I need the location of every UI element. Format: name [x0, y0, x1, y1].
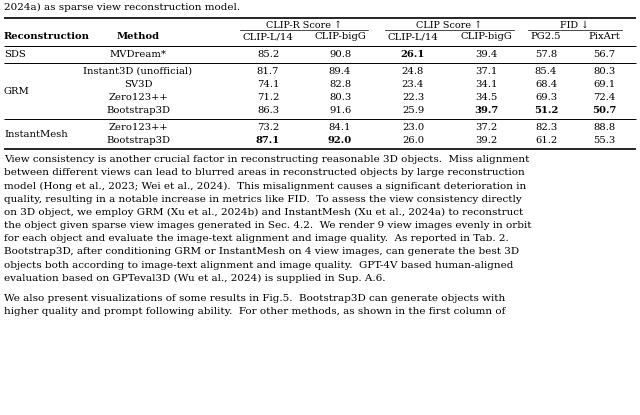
Text: PixArt: PixArt: [588, 32, 620, 41]
Text: 34.1: 34.1: [475, 80, 497, 89]
Text: 2024a) as sparse view reconstruction model.: 2024a) as sparse view reconstruction mod…: [4, 3, 240, 12]
Text: higher quality and prompt following ability.  For other methods, as shown in the: higher quality and prompt following abil…: [4, 307, 506, 316]
Text: 56.7: 56.7: [593, 50, 615, 59]
Text: 86.3: 86.3: [257, 106, 279, 115]
Text: 91.6: 91.6: [329, 106, 351, 115]
Text: 71.2: 71.2: [257, 93, 279, 102]
Text: on 3D object, we employ GRM (Xu et al., 2024b) and InstantMesh (Xu et al., 2024a: on 3D object, we employ GRM (Xu et al., …: [4, 208, 524, 217]
Text: Bootstrap3D: Bootstrap3D: [106, 106, 170, 115]
Text: 22.3: 22.3: [402, 93, 424, 102]
Text: quality, resulting in a notable increase in metrics like FID.  To assess the vie: quality, resulting in a notable increase…: [4, 195, 522, 204]
Text: PG2.5: PG2.5: [531, 32, 561, 41]
Text: CLIP Score ↑: CLIP Score ↑: [417, 21, 483, 30]
Text: 34.5: 34.5: [475, 93, 497, 102]
Text: the object given sparse view images generated in Sec. 4.2.  We render 9 view ima: the object given sparse view images gene…: [4, 221, 531, 230]
Text: CLIP-bigG: CLIP-bigG: [460, 32, 512, 41]
Text: 50.7: 50.7: [592, 106, 616, 115]
Text: FID ↓: FID ↓: [561, 21, 589, 30]
Text: 26.1: 26.1: [401, 50, 425, 59]
Text: 61.2: 61.2: [535, 136, 557, 145]
Text: 89.4: 89.4: [329, 67, 351, 76]
Text: model (Hong et al., 2023; Wei et al., 2024).  This misalignment causes a signifi: model (Hong et al., 2023; Wei et al., 20…: [4, 181, 526, 190]
Text: 92.0: 92.0: [328, 136, 352, 145]
Text: CLIP-L/14: CLIP-L/14: [388, 32, 438, 41]
Text: 51.2: 51.2: [534, 106, 558, 115]
Text: 25.9: 25.9: [402, 106, 424, 115]
Text: Bootstrap3D, after conditioning GRM or InstantMesh on 4 view images, can generat: Bootstrap3D, after conditioning GRM or I…: [4, 247, 519, 256]
Text: InstantMesh: InstantMesh: [4, 129, 68, 139]
Text: We also present visualizations of some results in Fig.5.  Bootstrap3D can genera: We also present visualizations of some r…: [4, 294, 505, 303]
Text: Bootstrap3D: Bootstrap3D: [106, 136, 170, 145]
Text: 88.8: 88.8: [593, 123, 615, 132]
Text: 73.2: 73.2: [257, 123, 279, 132]
Text: 57.8: 57.8: [535, 50, 557, 59]
Text: 37.2: 37.2: [475, 123, 497, 132]
Text: 37.1: 37.1: [475, 67, 497, 76]
Text: 39.4: 39.4: [475, 50, 497, 59]
Text: 85.4: 85.4: [535, 67, 557, 76]
Text: Instant3D (unofficial): Instant3D (unofficial): [83, 67, 193, 76]
Text: 69.3: 69.3: [535, 93, 557, 102]
Text: Zero123++: Zero123++: [108, 93, 168, 102]
Text: 74.1: 74.1: [257, 80, 279, 89]
Text: between different views can lead to blurred areas in reconstructed objects by la: between different views can lead to blur…: [4, 168, 525, 177]
Text: 24.8: 24.8: [402, 67, 424, 76]
Text: 90.8: 90.8: [329, 50, 351, 59]
Text: objects both according to image-text alignment and image quality.  GPT-4V based : objects both according to image-text ali…: [4, 261, 513, 270]
Text: Method: Method: [116, 32, 159, 41]
Text: View consistency is another crucial factor in reconstructing reasonable 3D objec: View consistency is another crucial fact…: [4, 155, 529, 164]
Text: 68.4: 68.4: [535, 80, 557, 89]
Text: 23.0: 23.0: [402, 123, 424, 132]
Text: SV3D: SV3D: [124, 80, 152, 89]
Text: CLIP-bigG: CLIP-bigG: [314, 32, 366, 41]
Text: 80.3: 80.3: [329, 93, 351, 102]
Text: 23.4: 23.4: [402, 80, 424, 89]
Text: for each object and evaluate the image-text alignment and image quality.  As rep: for each object and evaluate the image-t…: [4, 234, 509, 243]
Text: CLIP-L/14: CLIP-L/14: [243, 32, 293, 41]
Text: GRM: GRM: [4, 86, 29, 95]
Text: 82.3: 82.3: [535, 123, 557, 132]
Text: evaluation based on GPTeval3D (Wu et al., 2024) is supplied in Sup. A.6.: evaluation based on GPTeval3D (Wu et al.…: [4, 274, 385, 283]
Text: Reconstruction: Reconstruction: [4, 32, 90, 41]
Text: Zero123++: Zero123++: [108, 123, 168, 132]
Text: 82.8: 82.8: [329, 80, 351, 89]
Text: 72.4: 72.4: [593, 93, 615, 102]
Text: 81.7: 81.7: [257, 67, 279, 76]
Text: 87.1: 87.1: [256, 136, 280, 145]
Text: 80.3: 80.3: [593, 67, 615, 76]
Text: 55.3: 55.3: [593, 136, 615, 145]
Text: 26.0: 26.0: [402, 136, 424, 145]
Text: 84.1: 84.1: [329, 123, 351, 132]
Text: 39.2: 39.2: [475, 136, 497, 145]
Text: 69.1: 69.1: [593, 80, 615, 89]
Text: SDS: SDS: [4, 50, 26, 59]
Text: 85.2: 85.2: [257, 50, 279, 59]
Text: CLIP-R Score ↑: CLIP-R Score ↑: [266, 21, 342, 30]
Text: MVDream*: MVDream*: [109, 50, 166, 59]
Text: 39.7: 39.7: [474, 106, 498, 115]
